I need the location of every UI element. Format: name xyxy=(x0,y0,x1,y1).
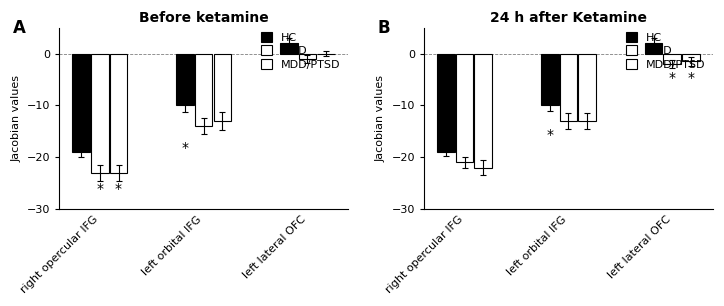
Bar xyxy=(645,43,662,54)
Text: *: * xyxy=(115,182,122,196)
Bar xyxy=(474,54,492,168)
Text: *: * xyxy=(669,71,675,85)
Y-axis label: Jacobian values: Jacobian values xyxy=(376,75,386,162)
Bar xyxy=(214,54,231,121)
Bar xyxy=(72,54,90,152)
Legend: HC, MDD, MDD/PTSD: HC, MDD, MDD/PTSD xyxy=(623,30,707,72)
Title: Before ketamine: Before ketamine xyxy=(139,11,269,25)
Bar xyxy=(663,54,681,64)
Legend: HC, MDD, MDD/PTSD: HC, MDD, MDD/PTSD xyxy=(258,30,342,72)
Text: B: B xyxy=(378,19,390,37)
Bar xyxy=(456,54,473,162)
Bar xyxy=(437,54,455,152)
Bar xyxy=(195,54,212,126)
Text: *: * xyxy=(546,128,553,142)
Bar xyxy=(91,54,109,173)
Bar xyxy=(541,54,559,105)
Bar xyxy=(176,54,194,105)
Text: *: * xyxy=(96,182,104,196)
Bar xyxy=(280,43,298,54)
Title: 24 h after Ketamine: 24 h after Ketamine xyxy=(490,11,647,25)
Y-axis label: Jacobian values: Jacobian values xyxy=(11,75,21,162)
Bar xyxy=(682,54,700,62)
Text: A: A xyxy=(13,19,26,37)
Bar xyxy=(578,54,596,121)
Text: *: * xyxy=(182,141,188,155)
Bar xyxy=(298,54,316,59)
Bar xyxy=(560,54,577,121)
Text: *: * xyxy=(687,71,694,85)
Bar xyxy=(110,54,127,173)
